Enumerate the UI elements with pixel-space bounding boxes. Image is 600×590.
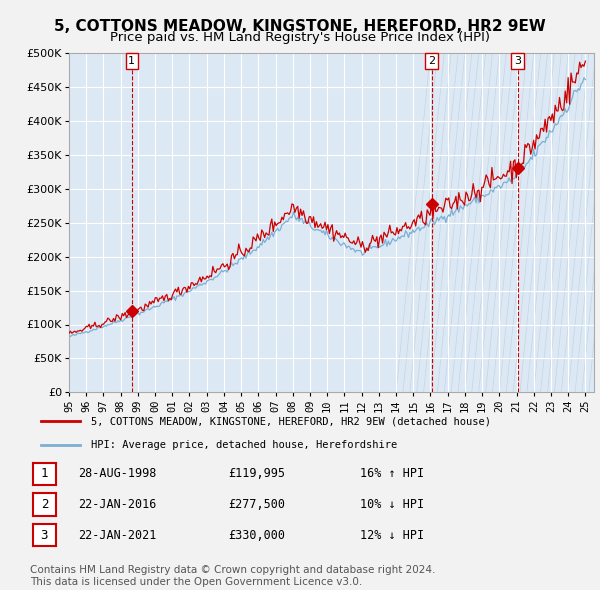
Text: 3: 3 <box>514 56 521 66</box>
Text: £119,995: £119,995 <box>228 467 285 480</box>
Text: 10% ↓ HPI: 10% ↓ HPI <box>360 498 424 511</box>
Text: HPI: Average price, detached house, Herefordshire: HPI: Average price, detached house, Here… <box>91 440 397 450</box>
Text: £277,500: £277,500 <box>228 498 285 511</box>
Text: £330,000: £330,000 <box>228 529 285 542</box>
Text: Price paid vs. HM Land Registry's House Price Index (HPI): Price paid vs. HM Land Registry's House … <box>110 31 490 44</box>
Text: Contains HM Land Registry data © Crown copyright and database right 2024.
This d: Contains HM Land Registry data © Crown c… <box>30 565 436 587</box>
Text: 5, COTTONS MEADOW, KINGSTONE, HEREFORD, HR2 9EW: 5, COTTONS MEADOW, KINGSTONE, HEREFORD, … <box>54 19 546 34</box>
Text: 1: 1 <box>41 467 48 480</box>
Text: 16% ↑ HPI: 16% ↑ HPI <box>360 467 424 480</box>
Text: 5, COTTONS MEADOW, KINGSTONE, HEREFORD, HR2 9EW (detached house): 5, COTTONS MEADOW, KINGSTONE, HEREFORD, … <box>91 416 491 426</box>
Text: 28-AUG-1998: 28-AUG-1998 <box>78 467 157 480</box>
Text: 2: 2 <box>41 498 48 511</box>
Text: 2: 2 <box>428 56 435 66</box>
Text: 22-JAN-2016: 22-JAN-2016 <box>78 498 157 511</box>
Text: 12% ↓ HPI: 12% ↓ HPI <box>360 529 424 542</box>
Text: 22-JAN-2021: 22-JAN-2021 <box>78 529 157 542</box>
Text: 1: 1 <box>128 56 136 66</box>
Text: 3: 3 <box>41 529 48 542</box>
